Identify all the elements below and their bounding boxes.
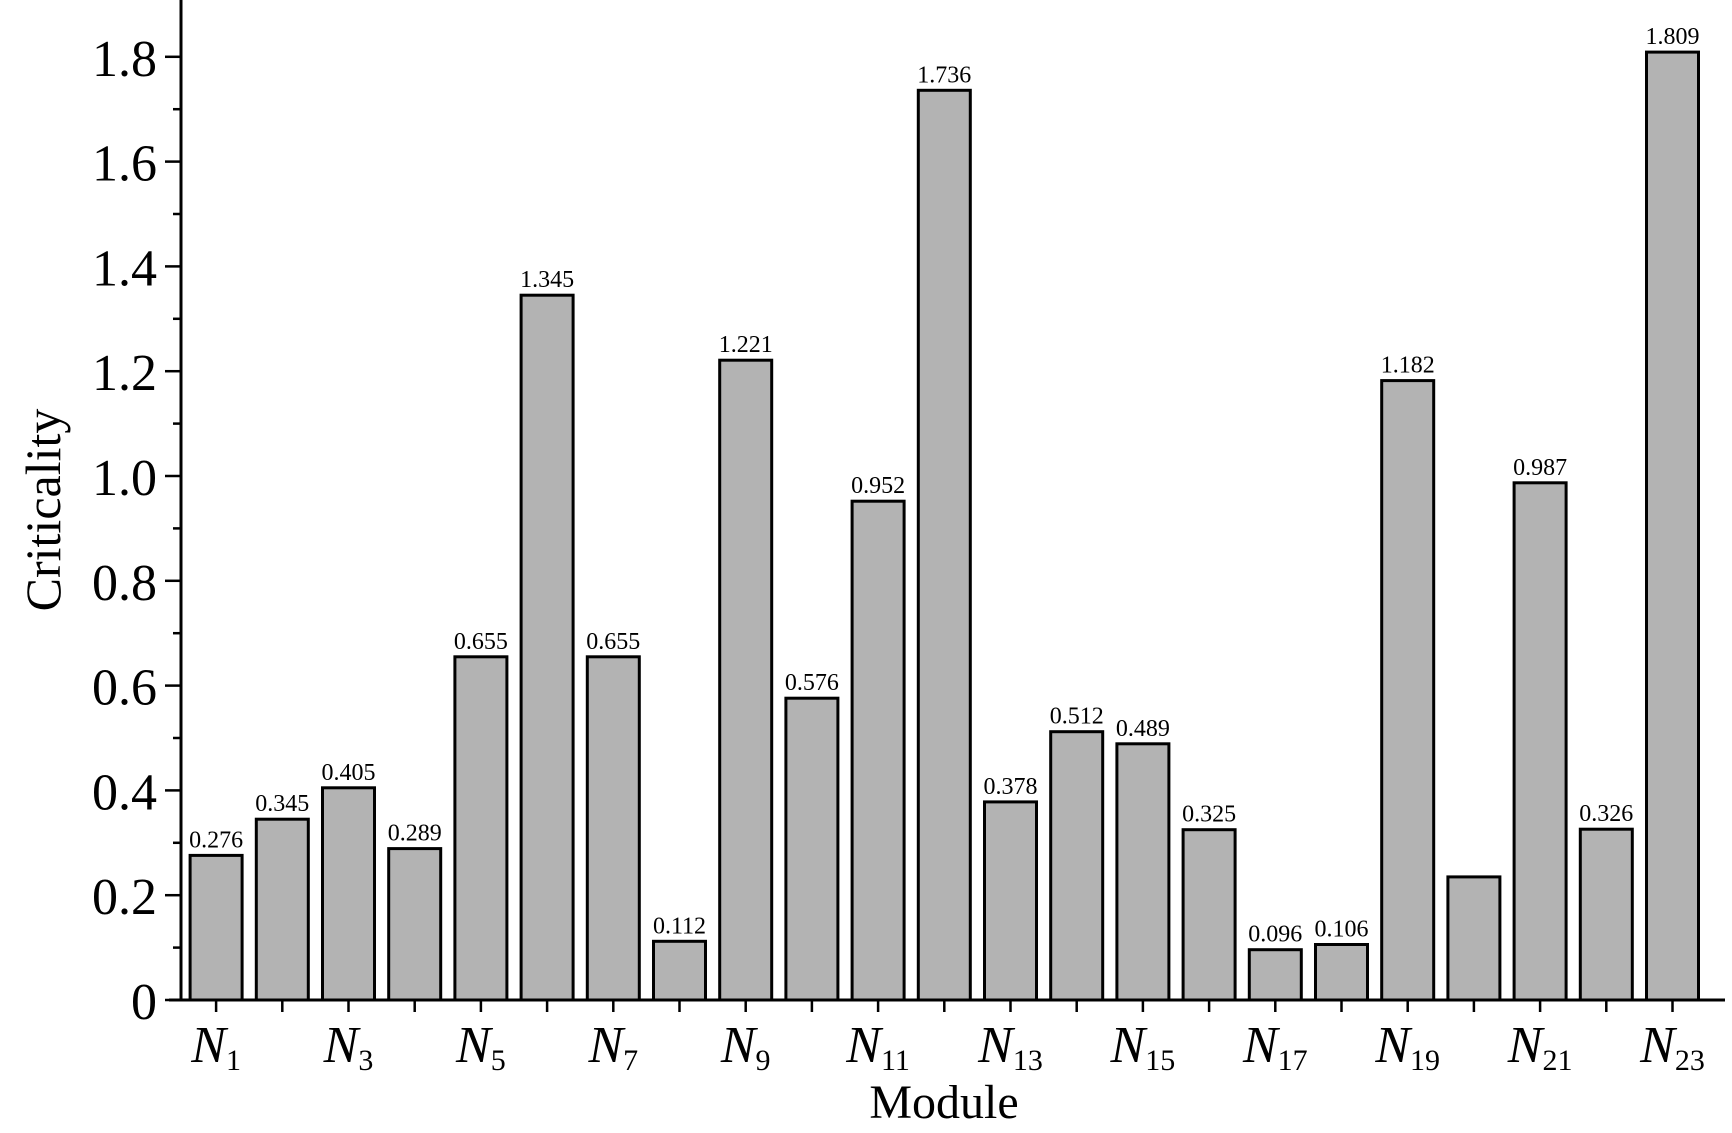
y-tick-label: 1.8 (92, 31, 157, 88)
bars (188, 50, 1700, 1002)
bar-N1 (188, 853, 244, 1002)
x-tick-label: N21 (1507, 1017, 1573, 1077)
data-label-N15: 0.489 (1116, 716, 1170, 742)
x-axis-title: Module (869, 1076, 1018, 1128)
x-tick-label: N5 (455, 1017, 506, 1077)
y-axis-title: Criticality (15, 409, 71, 612)
data-label-N5: 0.655 (454, 629, 508, 655)
bar-N5 (453, 655, 509, 1002)
y-tick-label: 1.0 (92, 450, 157, 507)
data-label-N4: 0.289 (388, 821, 442, 847)
bar-N11 (850, 499, 906, 1002)
data-label-N19: 1.182 (1381, 353, 1435, 379)
x-tick-label: N7 (587, 1017, 638, 1077)
y-tick-label: 1.6 (92, 136, 157, 193)
x-tick-label: N9 (720, 1017, 771, 1077)
data-label-N22: 0.326 (1579, 801, 1633, 827)
bar-N19 (1380, 379, 1436, 1002)
bar-N20 (1446, 875, 1502, 1002)
data-label-N2: 0.345 (255, 791, 309, 817)
bar-N14 (1049, 730, 1105, 1002)
bar-N15 (1115, 742, 1171, 1002)
bar-N8 (652, 939, 707, 1002)
data-label-N11: 0.952 (851, 473, 905, 499)
data-label-N1: 0.276 (189, 827, 243, 853)
x-tick-label: N17 (1242, 1017, 1308, 1077)
data-label-N3: 0.405 (322, 760, 376, 786)
data-label-N21: 0.987 (1513, 455, 1567, 481)
y-tick-label: 1.4 (92, 240, 157, 297)
bar-N10 (784, 696, 840, 1002)
tick-labels: 0 0.2 0.4 0.6 0.8 1.0 1.2 1.4 1.6 1.8 N1 N3 N5 N7 N9 N1… (92, 31, 1705, 1077)
y-tick-label: 0.4 (92, 764, 157, 821)
data-label-N9: 1.221 (719, 332, 773, 358)
data-label-N23: 1.809 (1646, 24, 1700, 50)
x-tick-label: N15 (1110, 1017, 1176, 1077)
data-label-N17: 0.096 (1248, 922, 1302, 948)
x-tick-label: N1 (190, 1017, 241, 1077)
data-label-N10: 0.576 (785, 670, 839, 696)
bar-N13 (983, 800, 1038, 1002)
bar-N12 (916, 88, 972, 1002)
x-tick-label: N19 (1374, 1017, 1440, 1077)
bar-N22 (1578, 827, 1634, 1002)
x-tick-label: N3 (323, 1017, 374, 1077)
y-tick-label: 0.6 (92, 660, 157, 717)
bar-N7 (585, 655, 641, 1002)
y-tick-label: 0.8 (92, 555, 157, 612)
bar-N2 (254, 817, 310, 1002)
data-label-N18: 0.106 (1315, 917, 1369, 943)
data-label-N6: 1.345 (520, 267, 574, 293)
x-tick-label: N23 (1639, 1017, 1705, 1077)
y-tick-label: 0.2 (92, 869, 157, 926)
data-label-N16: 0.325 (1182, 802, 1236, 828)
bar-N21 (1512, 481, 1568, 1002)
bar-N23 (1645, 50, 1700, 1002)
data-label-N13: 0.378 (984, 774, 1038, 800)
bar-N4 (387, 847, 443, 1002)
y-tick-label: 0 (131, 974, 157, 1031)
bar-N18 (1314, 943, 1369, 1002)
axes (165, 0, 1725, 1012)
data-label-N7: 0.655 (586, 629, 640, 655)
bar-N3 (321, 786, 376, 1002)
bar-N17 (1247, 948, 1303, 1002)
data-label-N12: 1.736 (917, 62, 971, 88)
data-labels: 0.276 0.345 0.405 0.289 0.655 1.345 0.655 0.112… (189, 24, 1699, 948)
data-label-N14: 0.512 (1050, 704, 1104, 730)
bar-N16 (1181, 828, 1237, 1002)
data-label-N8: 0.112 (653, 913, 706, 939)
y-tick-label: 1.2 (92, 345, 157, 402)
x-tick-label: N11 (845, 1017, 910, 1077)
x-tick-label: N13 (977, 1017, 1043, 1077)
bar-N6 (519, 293, 575, 1002)
bar-N9 (718, 358, 774, 1002)
